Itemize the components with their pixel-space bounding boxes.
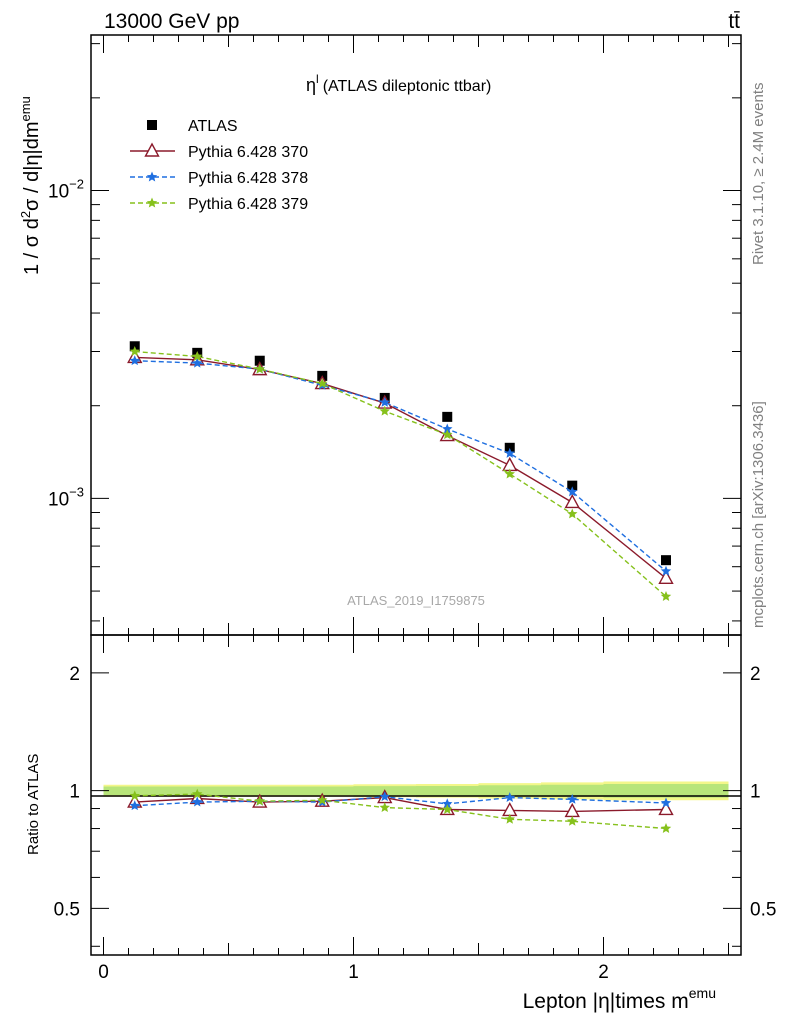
ratio-series-pythia-6-428-379 xyxy=(129,788,672,833)
series-line-pythia-6-428-370 xyxy=(134,356,667,579)
ratio-y-tick-labels: 2 2 1 1 0.5 0.5 xyxy=(54,664,777,920)
data-point xyxy=(379,396,390,407)
legend-label: Pythia 6.428 378 xyxy=(188,170,308,187)
ratio-point xyxy=(658,801,674,816)
main-panel: 10−2 10−3 ηl (ATLAS dileptonic ttbar) ATLA… xyxy=(18,34,742,636)
ratio-point xyxy=(660,823,672,833)
legend-label: ATLAS xyxy=(188,118,238,135)
data-point xyxy=(660,565,672,576)
ratio-point xyxy=(442,803,453,814)
series-line-pythia-6-428-378 xyxy=(134,360,667,572)
data-point xyxy=(504,442,515,453)
ratio-frame xyxy=(90,634,742,956)
legend-marker xyxy=(146,197,158,208)
data-point xyxy=(567,480,578,491)
x-axis-label: Lepton |η|times memu xyxy=(523,985,716,1013)
data-point xyxy=(442,429,453,440)
ratio-point xyxy=(254,795,265,806)
ratio-point xyxy=(442,798,453,809)
ratio-point xyxy=(129,800,140,811)
ratio-y-tick-label-right: 0.5 xyxy=(750,899,776,920)
data-point xyxy=(317,378,328,389)
data-point xyxy=(658,569,674,585)
series-pythia-6-428-378 xyxy=(129,355,672,576)
data-point xyxy=(192,357,203,368)
chart-title: ηl (ATLAS dileptonic ttbar) xyxy=(306,72,491,95)
main-y-tick-labels: 10−2 10−3 xyxy=(48,177,84,511)
data-point xyxy=(254,363,265,374)
main-series-layer xyxy=(127,341,674,601)
data-point xyxy=(504,447,515,458)
energy-label: 13000 GeV pp xyxy=(104,10,239,33)
ratio-point xyxy=(660,797,672,808)
data-point xyxy=(661,555,671,566)
ratio-point xyxy=(567,815,578,826)
series-line-pythia-6-428-379 xyxy=(134,350,667,598)
ratio-y-tick-label-right: 2 xyxy=(750,664,761,685)
ratio-y-tick-label: 2 xyxy=(69,664,80,685)
ratio-point xyxy=(567,793,578,804)
rivet-label: Rivet 3.1.10, ≥ 2.4M events xyxy=(750,83,767,266)
ratio-panel: 2 2 1 1 0.5 0.5 0 1 2 Ratio to ATLAS Lepton |η|… xyxy=(25,634,777,1013)
legend-marker xyxy=(144,142,160,157)
x-tick-label: 1 xyxy=(348,962,359,983)
x-tick-label: 0 xyxy=(98,962,109,983)
ratio-point xyxy=(129,790,140,801)
data-point xyxy=(567,508,578,519)
ratio-point xyxy=(504,813,515,824)
ratio-point xyxy=(192,788,203,799)
main-y-tick-label: 10−2 xyxy=(48,177,84,203)
ratio-point xyxy=(504,792,515,803)
data-point xyxy=(192,351,203,361)
ratio-point xyxy=(564,802,580,818)
legend-marker xyxy=(146,171,158,182)
ratio-y-tick-label: 1 xyxy=(69,782,80,803)
data-point xyxy=(442,411,453,422)
legend-item-atlas: ATLAS xyxy=(147,118,238,135)
series-atlas xyxy=(129,341,671,566)
data-point xyxy=(254,355,265,366)
data-point xyxy=(442,423,453,434)
series-pythia-6-428-379 xyxy=(129,346,672,601)
ratio-y-tick-label: 0.5 xyxy=(54,899,80,920)
ratio-point xyxy=(379,791,390,802)
legend-marker xyxy=(147,120,157,130)
data-point xyxy=(129,346,140,356)
data-point xyxy=(564,494,580,509)
ratio-y-axis-label: Ratio to ATLAS xyxy=(25,754,42,855)
ratio-point xyxy=(379,802,390,813)
main-y-axis-label: 1 / σ d2σ / d|η|dmemu xyxy=(18,96,43,275)
process-label: tt̄ xyxy=(728,10,740,33)
ratio-x-tick-labels: 0 1 2 xyxy=(98,962,609,983)
legend-label: Pythia 6.428 379 xyxy=(188,196,308,213)
series-pythia-6-428-370 xyxy=(127,348,674,585)
data-point xyxy=(567,486,578,497)
main-axis-ticks xyxy=(91,35,741,635)
data-point xyxy=(129,355,140,366)
analysis-watermark: ATLAS_2019_I1759875 xyxy=(347,593,485,608)
ratio-point xyxy=(502,801,518,817)
legend: ATLAS Pythia 6.428 370 Pythia 6.428 378 Pyt… xyxy=(130,118,308,213)
legend-item-pythia-6-428-378: Pythia 6.428 378 xyxy=(130,170,308,187)
data-point xyxy=(660,591,672,601)
data-point xyxy=(504,468,515,479)
legend-label: Pythia 6.428 370 xyxy=(188,144,308,161)
ratio-point xyxy=(192,796,203,807)
mcplots-label: mcplots.cern.ch [arXiv:1306.3436] xyxy=(750,401,767,628)
legend-item-pythia-6-428-379: Pythia 6.428 379 xyxy=(130,196,308,213)
x-tick-label: 2 xyxy=(598,962,609,983)
data-point xyxy=(379,405,390,416)
ratio-series-layer xyxy=(127,788,674,833)
ratio-y-tick-label-right: 1 xyxy=(750,782,761,803)
ratio-point xyxy=(317,794,328,805)
main-y-tick-label: 10−3 xyxy=(48,484,84,510)
legend-item-pythia-6-428-370: Pythia 6.428 370 xyxy=(130,142,308,161)
ratio-axis-ticks xyxy=(91,635,741,955)
